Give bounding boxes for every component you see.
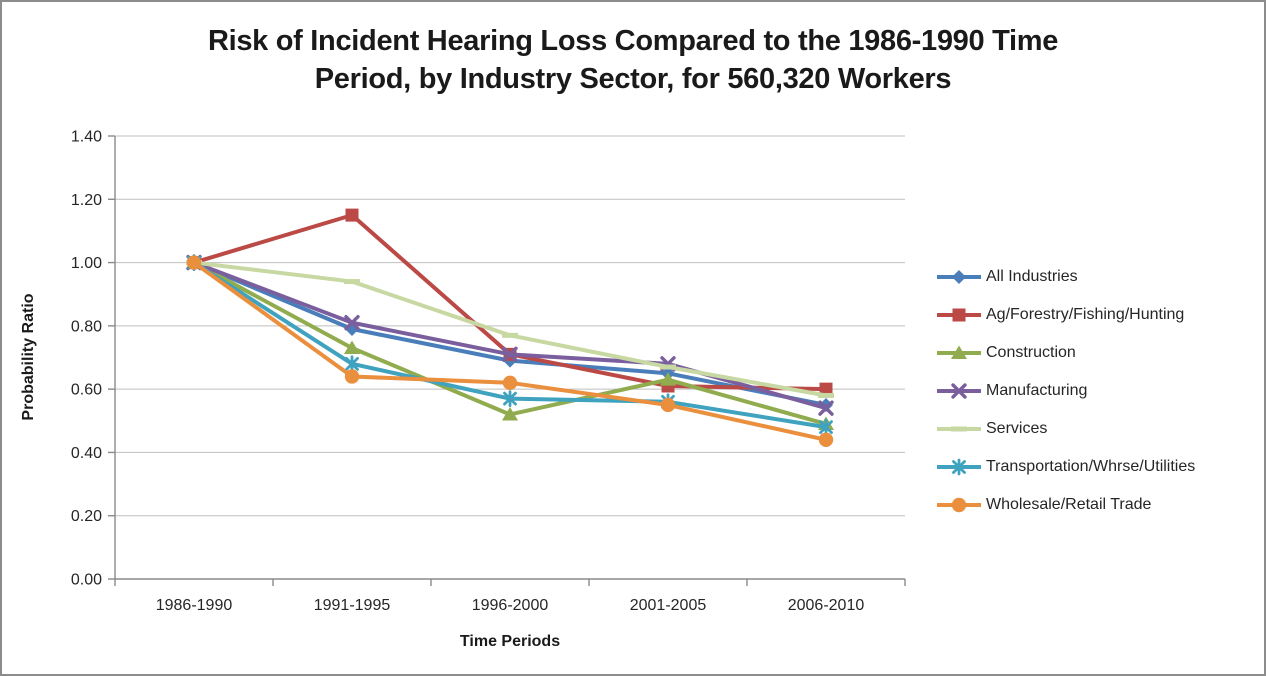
y-tick-label: 1.00 [71, 255, 102, 272]
legend-label: All Industries [986, 268, 1078, 285]
square-marker [345, 208, 359, 222]
circle-marker [660, 397, 676, 413]
y-tick-label: 1.40 [71, 129, 102, 146]
triangle-marker [502, 406, 518, 421]
asterisk-marker [503, 390, 517, 408]
square-marker [819, 382, 833, 396]
gridlines [115, 135, 905, 517]
legend-item-ag-forestry-fishing-hunting: Ag/Forestry/Fishing/Hunting [935, 303, 1195, 327]
circle-marker [818, 432, 834, 447]
asterisk-marker [345, 355, 359, 373]
circle-marker [186, 255, 202, 270]
legend-label: Wholesale/Retail Trade [986, 496, 1152, 513]
dash-marker [660, 364, 676, 370]
legend-item-services: Services [935, 417, 1195, 441]
legend-item-manufacturing: Manufacturing [935, 379, 1195, 403]
legend-item-wholesale-retail-trade: Wholesale/Retail Trade [935, 493, 1195, 517]
y-tick-label: 0.60 [71, 382, 102, 399]
legend-key-circle-icon [937, 497, 981, 513]
series-wholesale-retail-trade [186, 255, 834, 447]
y-tick-label: 0.80 [71, 318, 102, 335]
x-marker [502, 346, 518, 363]
legend-label: Manufacturing [986, 382, 1088, 399]
x-tick-label: 2006-2010 [788, 597, 865, 614]
x-marker [818, 400, 834, 416]
axes: 0.00 0.20 0.40 0.60 0.80 1.00 1.20 1.40 1986-199… [71, 129, 906, 614]
circle-marker [951, 497, 967, 513]
dash-marker [502, 332, 518, 338]
legend-key-x-icon [937, 383, 981, 399]
legend-key-triangle-icon [937, 345, 981, 359]
asterisk-marker [952, 458, 966, 476]
y-tick-label: 0.00 [71, 572, 102, 589]
circle-marker [502, 375, 518, 391]
chart-title-line-1: Risk of Incident Hearing Loss Compared t… [207, 25, 1059, 57]
circle-marker [344, 369, 360, 384]
legend-item-construction: Construction [935, 341, 1195, 365]
legend-label: Ag/Forestry/Fishing/Hunting [986, 306, 1185, 323]
legend: All Industries Ag/Forestry/Fishing/Huntin… [935, 265, 1195, 517]
x-tick-label: 1986-1990 [156, 597, 233, 614]
x-tick-label: 1991-1995 [314, 597, 391, 614]
y-tick-label: 0.40 [71, 445, 102, 462]
legend-item-all-industries: All Industries [935, 265, 1195, 289]
triangle-marker [344, 340, 360, 355]
y-tick-label: 1.20 [71, 192, 102, 209]
legend-label: Transportation/Whrse/Utilities [986, 458, 1196, 475]
chart-title: Risk of Incident Hearing Loss Compared t… [2, 22, 1264, 98]
legend-key-diamond-icon [937, 270, 981, 284]
legend-key-asterisk-icon [937, 458, 981, 476]
dash-marker [344, 279, 360, 285]
x-marker [344, 314, 360, 331]
legend-item-transportation-whrse-utilities: Transportation/Whrse/Utilities [935, 455, 1195, 479]
legend-label: Services [986, 420, 1048, 437]
triangle-marker [951, 345, 967, 359]
x-tick-label: 2001-2005 [630, 597, 707, 614]
dash-marker [818, 392, 834, 398]
chart-title-line-2: Period, by Industry Sector, for 560,320 … [314, 63, 952, 95]
dash-marker [951, 426, 967, 432]
y-tick-label: 0.20 [71, 508, 102, 525]
legend-key-dash-icon [937, 426, 981, 432]
y-axis-title: Probability Ratio [20, 293, 37, 421]
square-marker [952, 308, 966, 322]
diamond-marker [952, 270, 966, 284]
legend-key-square-icon [937, 308, 981, 322]
triangle-marker [660, 372, 676, 386]
x-marker [951, 383, 967, 399]
x-tick-label: 1996-2000 [472, 597, 549, 614]
asterisk-marker [819, 418, 833, 436]
legend-label: Construction [986, 344, 1076, 361]
x-axis-title: Time Periods [459, 633, 561, 650]
